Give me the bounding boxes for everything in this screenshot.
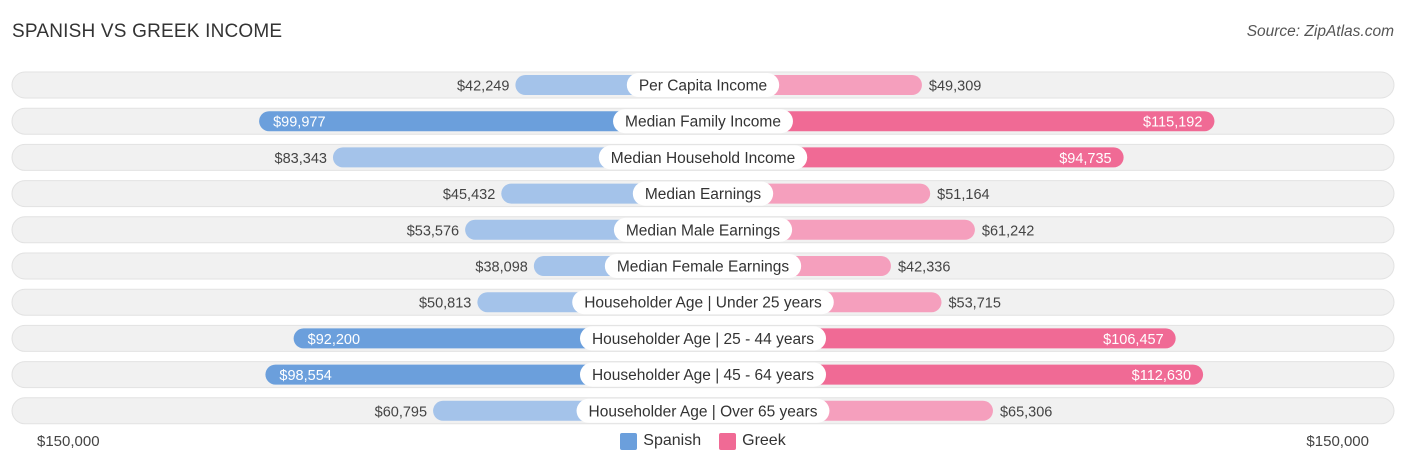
value-label-spanish: $53,576 (407, 223, 459, 239)
value-label-greek: $42,336 (898, 260, 950, 276)
category-pill (632, 181, 774, 206)
value-label-greek: $115,192 (1143, 115, 1202, 131)
chart-title: SPANISH VS GREEK INCOME (12, 21, 283, 42)
category-pill (598, 145, 808, 170)
category-pill (579, 326, 827, 351)
income-comparison-chart: $42,249 $49,309 Per Capita Income $99,977 $1… (11, 71, 1395, 425)
legend-swatch-greek (719, 432, 737, 450)
category-pill (576, 398, 830, 423)
axis-label-left: $150,000 (37, 433, 100, 450)
category-label: Median Female Earnings (617, 259, 790, 276)
value-label-greek: $94,735 (1059, 151, 1111, 167)
value-label-spanish: $60,795 (375, 404, 427, 420)
value-label-spanish: $92,200 (308, 332, 360, 348)
legend-swatch-spanish (620, 432, 638, 450)
category-label: Householder Age | Over 65 years (589, 403, 818, 420)
category-pill (604, 254, 802, 278)
value-label-greek: $49,309 (929, 79, 981, 95)
value-label-greek: $106,457 (1103, 332, 1163, 348)
value-label-spanish: $83,343 (275, 151, 327, 167)
source-credit: Source: ZipAtlas.com (1246, 23, 1394, 40)
category-label: Median Family Income (625, 114, 781, 131)
category-label: Householder Age | 25 - 44 years (592, 331, 814, 348)
legend-label-greek: Greek (742, 432, 786, 449)
category-label: Median Male Earnings (626, 222, 780, 239)
category-pill (579, 362, 827, 387)
value-label-spanish: $98,554 (279, 368, 331, 384)
value-label-spanish: $99,977 (273, 115, 325, 131)
value-label-greek: $51,164 (937, 187, 989, 203)
legend: Spanish Greek (0, 432, 1406, 450)
category-label: Per Capita Income (639, 78, 767, 95)
category-pill (613, 217, 793, 242)
legend-item-greek[interactable]: Greek (719, 432, 786, 450)
category-pill (572, 290, 834, 315)
category-label: Median Household Income (611, 150, 795, 167)
value-label-greek: $61,242 (982, 223, 1034, 239)
value-label-spanish: $42,249 (457, 79, 509, 95)
bar-greek (703, 364, 1204, 385)
legend-item-spanish[interactable]: Spanish (620, 432, 701, 450)
value-label-greek: $53,715 (948, 296, 1000, 312)
value-label-spanish: $50,813 (419, 296, 471, 312)
bar-greek (703, 147, 1124, 168)
bar-greek (703, 111, 1215, 132)
category-pill (613, 109, 793, 134)
value-label-spanish: $45,432 (443, 187, 495, 203)
legend-label-spanish: Spanish (643, 432, 702, 449)
axis-label-right: $150,000 (1306, 433, 1369, 450)
value-label-greek: $112,630 (1132, 368, 1191, 384)
category-label: Householder Age | Under 25 years (584, 295, 822, 312)
value-label-spanish: $38,098 (475, 260, 527, 276)
category-pill (626, 73, 780, 97)
bar-spanish (259, 111, 703, 132)
category-label: Median Earnings (645, 186, 762, 203)
value-label-greek: $65,306 (1000, 404, 1052, 420)
category-label: Householder Age | 45 - 64 years (592, 367, 814, 384)
